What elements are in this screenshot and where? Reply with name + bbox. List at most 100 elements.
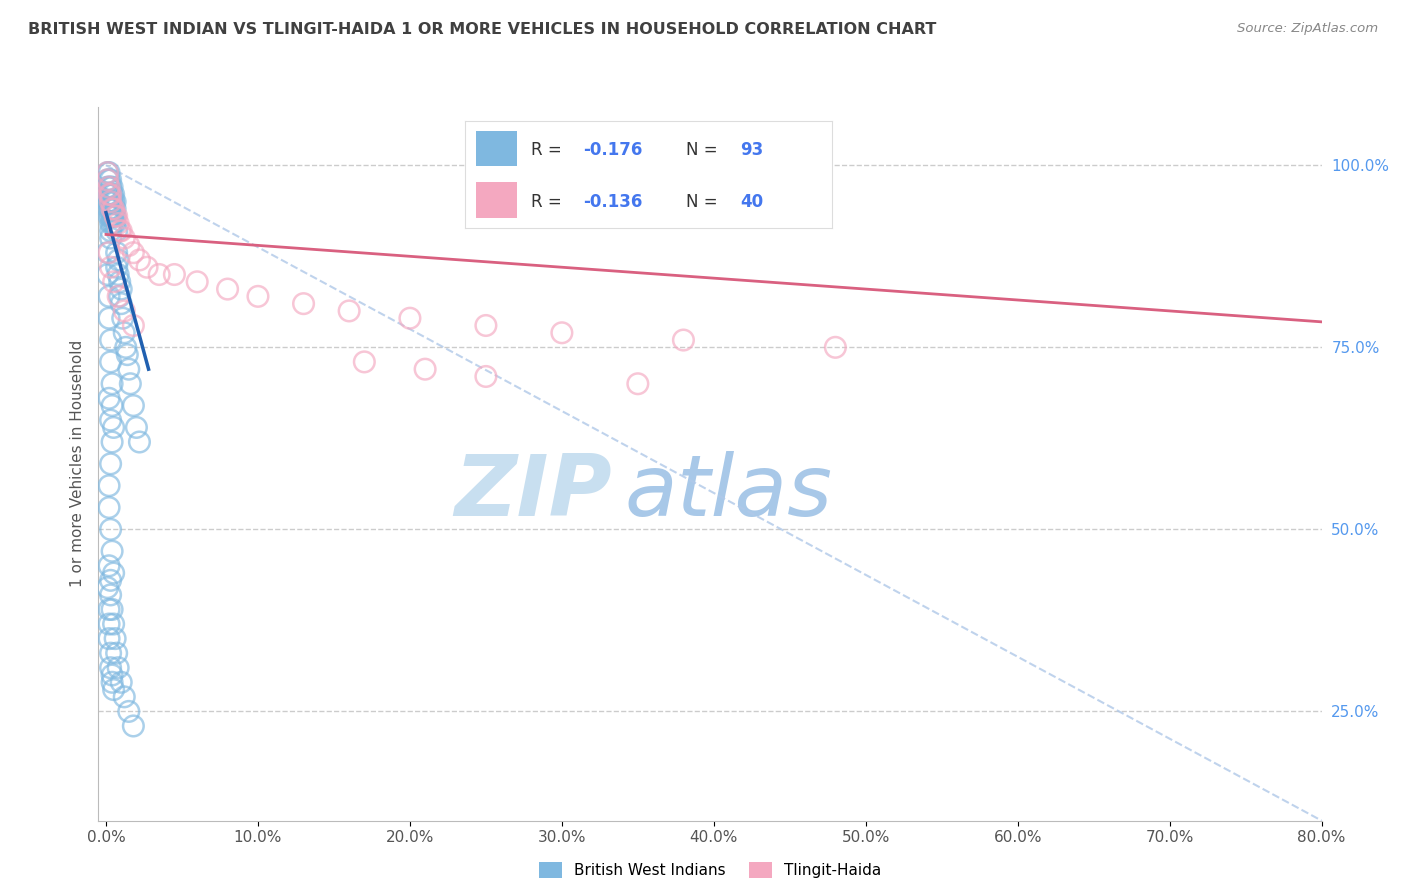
Point xyxy=(103,217,125,231)
Point xyxy=(98,187,121,202)
Point xyxy=(110,282,132,296)
Point xyxy=(104,632,127,646)
Point xyxy=(98,478,121,492)
Point xyxy=(104,209,127,223)
Point xyxy=(110,675,132,690)
Point xyxy=(337,304,360,318)
Point xyxy=(96,165,118,179)
Point xyxy=(105,209,128,223)
Point xyxy=(217,282,239,296)
Point xyxy=(107,289,129,303)
Point xyxy=(98,173,121,187)
Point xyxy=(117,348,139,362)
Point xyxy=(122,245,145,260)
Point xyxy=(120,376,142,391)
Point xyxy=(101,180,124,194)
Point xyxy=(96,165,118,179)
Point xyxy=(101,399,124,413)
Point xyxy=(98,180,121,194)
Point xyxy=(475,318,498,333)
Y-axis label: 1 or more Vehicles in Household: 1 or more Vehicles in Household xyxy=(69,340,84,588)
Point xyxy=(103,617,125,632)
Point xyxy=(96,187,118,202)
Point xyxy=(104,217,127,231)
Point xyxy=(101,209,124,223)
Point xyxy=(101,194,124,209)
Point xyxy=(107,217,129,231)
Point xyxy=(98,632,121,646)
Point xyxy=(163,268,186,282)
Point xyxy=(112,690,135,704)
Point xyxy=(112,231,135,245)
Point xyxy=(104,209,127,223)
Point xyxy=(103,209,125,223)
Point xyxy=(100,574,122,588)
Point xyxy=(107,661,129,675)
Point xyxy=(100,194,122,209)
Point xyxy=(104,194,127,209)
Point xyxy=(101,376,124,391)
Point xyxy=(98,311,121,326)
Point xyxy=(413,362,436,376)
Point xyxy=(103,187,125,202)
Point xyxy=(104,202,127,216)
Point xyxy=(128,435,150,450)
Point xyxy=(100,209,122,223)
Point xyxy=(627,376,650,391)
Point xyxy=(98,165,121,179)
Point xyxy=(128,252,150,267)
Point xyxy=(105,224,128,238)
Point xyxy=(100,180,122,194)
Point xyxy=(101,217,124,231)
Text: ZIP: ZIP xyxy=(454,450,612,534)
Point xyxy=(112,326,135,340)
Point xyxy=(98,289,121,303)
Point xyxy=(101,675,124,690)
Point xyxy=(292,296,315,310)
Point xyxy=(96,173,118,187)
Point xyxy=(100,646,122,660)
Point xyxy=(101,187,124,202)
Point xyxy=(98,245,121,260)
Point xyxy=(100,413,122,427)
Point xyxy=(100,194,122,209)
Point xyxy=(101,602,124,616)
Point xyxy=(98,209,121,223)
Point xyxy=(100,187,122,202)
Point xyxy=(100,457,122,471)
Text: BRITISH WEST INDIAN VS TLINGIT-HAIDA 1 OR MORE VEHICLES IN HOUSEHOLD CORRELATION: BRITISH WEST INDIAN VS TLINGIT-HAIDA 1 O… xyxy=(28,22,936,37)
Point xyxy=(108,289,131,303)
Point xyxy=(551,326,574,340)
Point xyxy=(246,289,269,303)
Point xyxy=(108,275,131,289)
Point xyxy=(96,173,118,187)
Point xyxy=(101,202,124,216)
Point xyxy=(101,435,124,450)
Point xyxy=(475,369,498,384)
Point xyxy=(107,252,129,267)
Point xyxy=(98,558,121,573)
Point xyxy=(186,275,208,289)
Point xyxy=(100,588,122,602)
Point xyxy=(114,340,136,354)
Point xyxy=(103,420,125,434)
Point xyxy=(100,187,122,202)
Point xyxy=(148,268,170,282)
Point xyxy=(103,202,125,216)
Point xyxy=(107,268,129,282)
Point xyxy=(105,245,128,260)
Legend: British West Indians, Tlingit-Haida: British West Indians, Tlingit-Haida xyxy=(533,856,887,884)
Point xyxy=(98,617,121,632)
Point xyxy=(118,362,141,376)
Point xyxy=(100,173,122,187)
Point xyxy=(103,682,125,697)
Point xyxy=(98,202,121,216)
Point xyxy=(122,719,145,733)
Point xyxy=(100,260,122,275)
Point xyxy=(96,194,118,209)
Point xyxy=(136,260,159,275)
Point xyxy=(110,296,132,310)
Point xyxy=(98,180,121,194)
Point xyxy=(118,238,141,252)
Point xyxy=(100,224,122,238)
